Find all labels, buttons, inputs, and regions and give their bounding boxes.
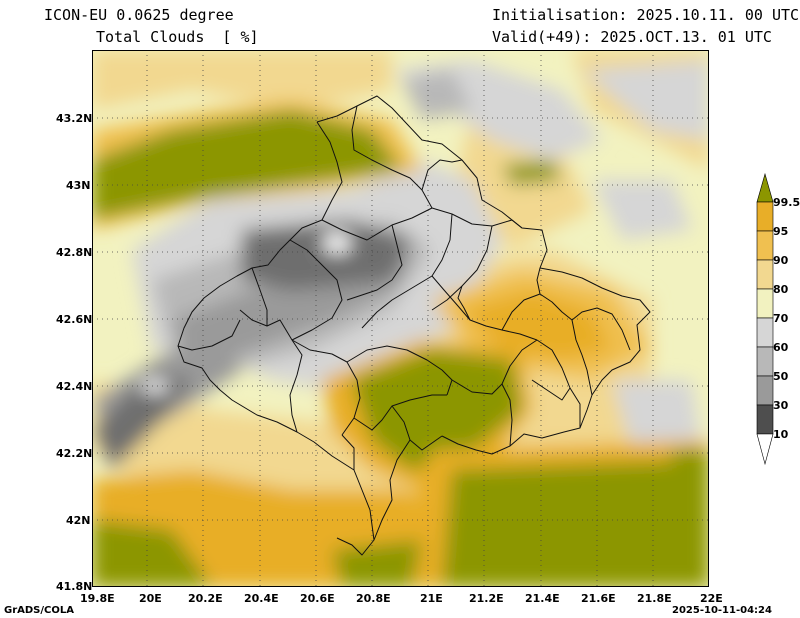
colorbar-top-arrow: [756, 172, 774, 203]
legend-label: 10: [773, 428, 789, 441]
colorbar-swatch: [756, 375, 774, 406]
lon-label: 20.6E: [300, 592, 335, 605]
lon-label: 20E: [139, 592, 162, 605]
lon-label: 20.2E: [188, 592, 223, 605]
legend-label: 99.5: [773, 196, 800, 209]
lat-label: 42.2N: [56, 447, 93, 460]
colorbar-swatch: [756, 288, 774, 319]
lon-label: 19.8E: [80, 592, 115, 605]
lon-label: 20.8E: [356, 592, 391, 605]
lat-label: 43N: [66, 179, 91, 192]
colorbar-swatch: [756, 230, 774, 261]
legend-label: 50: [773, 370, 789, 383]
map-frame: [92, 50, 709, 587]
legend-label: 30: [773, 399, 789, 412]
footer-credit: GrADS/COLA: [4, 605, 74, 616]
lat-label: 42N: [66, 514, 91, 527]
colorbar-swatch: [756, 317, 774, 348]
lat-label: 43.2N: [56, 112, 93, 125]
cloud-cover-map: [92, 50, 709, 587]
lon-label: 21.4E: [525, 592, 560, 605]
colorbar: [756, 172, 774, 466]
colorbar-swatch: [756, 201, 774, 232]
legend-label: 80: [773, 283, 789, 296]
lon-label: 21.6E: [581, 592, 616, 605]
lat-label: 42.4N: [56, 380, 93, 393]
footer-timestamp: 2025-10-11-04:24: [672, 605, 772, 616]
lat-label: 42.8N: [56, 246, 93, 259]
model-title: ICON-EU 0.0625 degree: [44, 6, 234, 24]
lon-label: 21.2E: [469, 592, 504, 605]
lat-label: 41.8N: [56, 580, 93, 593]
lon-label: 21.8E: [637, 592, 672, 605]
legend-label: 70: [773, 312, 789, 325]
valid-time: Valid(+49): 2025.OCT.13. 01 UTC: [492, 28, 772, 46]
legend-label: 90: [773, 254, 789, 267]
legend-label: 95: [773, 225, 789, 238]
init-time: Initialisation: 2025.10.11. 00 UTC: [492, 6, 800, 24]
lon-label: 21E: [420, 592, 443, 605]
colorbar-swatch: [756, 346, 774, 377]
cloud-field: [92, 50, 709, 587]
colorbar-swatch: [756, 404, 774, 435]
colorbar-bottom-arrow: [756, 433, 774, 466]
field-title: Total Clouds [ %]: [96, 28, 259, 46]
legend-label: 60: [773, 341, 789, 354]
colorbar-swatch: [756, 259, 774, 290]
lon-label: 20.4E: [244, 592, 279, 605]
administrative-borders: [177, 95, 651, 556]
lat-label: 42.6N: [56, 313, 93, 326]
lon-label: 22E: [700, 592, 723, 605]
